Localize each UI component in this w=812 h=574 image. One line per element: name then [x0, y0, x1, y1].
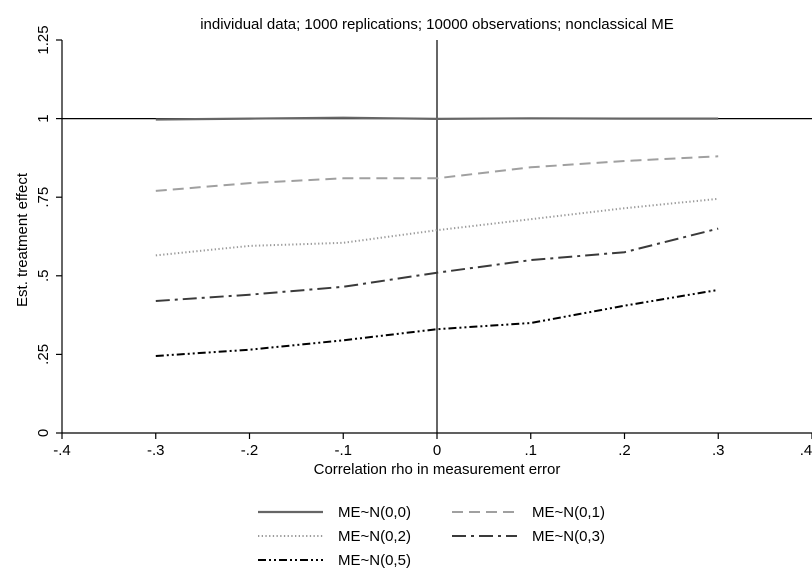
series-line-2 — [155, 155, 719, 192]
y-tick-label: .5 — [35, 270, 52, 283]
x-tick-label: -.4 — [53, 442, 71, 459]
x-tick-label: -.1 — [334, 442, 352, 459]
x-tick-label: .1 — [524, 442, 537, 459]
y-axis-label: Est. treatment effect — [14, 172, 31, 307]
x-tick-label: .3 — [712, 442, 725, 459]
series-line-1 — [155, 116, 719, 121]
legend-label: ME~N(0,1) — [532, 504, 605, 521]
y-tick-label: 1.25 — [35, 25, 52, 54]
y-tick-label: 0 — [35, 429, 52, 437]
legend-label: ME~N(0,5) — [338, 552, 411, 569]
x-tick-label: .4 — [800, 442, 812, 459]
y-tick-label: .25 — [35, 344, 52, 365]
legend: ME~N(0,0) ME~N(0,1) ME~N(0,2) ME~N(0,3) ME~N… — [258, 504, 605, 569]
series-lines — [155, 116, 719, 357]
axes: -.4 -.3 -.2 -.1 0 .1 .2 .3 .4 0 .25 .5 .75 1 1.25 — [35, 25, 812, 459]
legend-label: ME~N(0,3) — [532, 528, 605, 545]
x-axis-label: Correlation rho in measurement error — [314, 461, 561, 478]
legend-label: ME~N(0,0) — [338, 504, 411, 521]
x-tick-label: .2 — [618, 442, 631, 459]
x-tick-label: -.3 — [147, 442, 165, 459]
y-tick-label: 1 — [35, 114, 52, 122]
x-tick-label: 0 — [433, 442, 441, 459]
chart-title: individual data; 1000 replications; 1000… — [200, 16, 674, 33]
series-line-4 — [155, 227, 719, 302]
legend-label: ME~N(0,2) — [338, 528, 411, 545]
y-tick-label: .75 — [35, 187, 52, 208]
x-tick-label: -.2 — [241, 442, 259, 459]
reference-lines — [62, 40, 812, 433]
